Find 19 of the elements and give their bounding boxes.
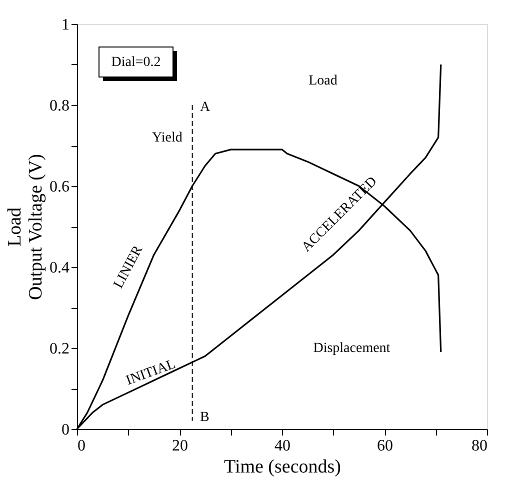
annotation: Load (308, 74, 338, 89)
annotation: Displacement (313, 341, 390, 356)
y-tick-label: 1 (62, 16, 70, 34)
y-tick-label: 0.4 (50, 260, 70, 276)
x-tick-label: 20 (172, 438, 188, 454)
x-tick-label: 60 (377, 438, 393, 454)
annotation: A (200, 100, 211, 116)
x-tick-label: 80 (472, 438, 488, 454)
annotation: B (200, 410, 210, 425)
x-tick-label: 0 (78, 438, 86, 454)
y-tick-label: 0.6 (50, 178, 70, 196)
y-tick-label: 0.2 (50, 340, 70, 358)
y-tick-label: 0 (62, 422, 70, 438)
y-axis-title: Load Output Voltage (V) (4, 154, 46, 300)
x-tick-label: 40 (274, 438, 290, 454)
annotation: Yield (152, 130, 182, 146)
x-axis-title: Time (seconds) (224, 456, 341, 478)
y-tick-label: 0.8 (50, 98, 70, 114)
annotation: Dial=0.2 (111, 55, 161, 70)
